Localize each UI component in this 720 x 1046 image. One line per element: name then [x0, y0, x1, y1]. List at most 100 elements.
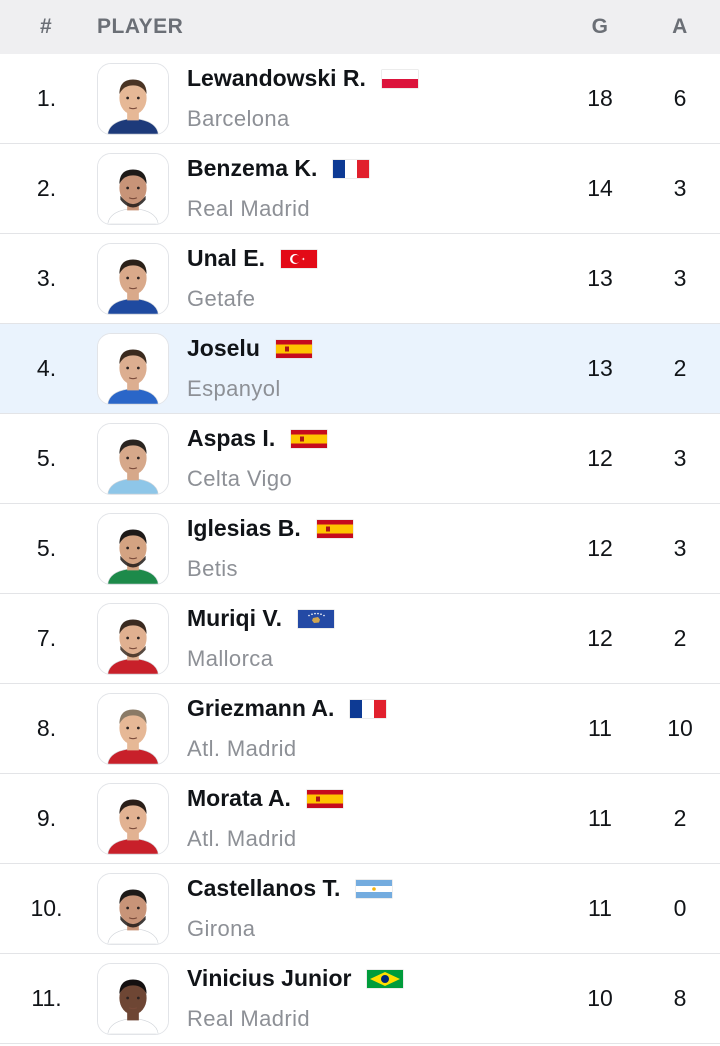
player-name[interactable]: Joselu — [187, 335, 260, 361]
player-row[interactable]: 3. Unal E. Getafe 13 3 — [0, 234, 720, 324]
spain-flag-icon — [306, 789, 343, 808]
assists-cell: 3 — [673, 445, 687, 471]
player-row[interactable]: 4. Joselu Espanyol 13 2 — [0, 324, 720, 414]
player-name[interactable]: Morata A. — [187, 785, 291, 811]
rank-cell: 10. — [30, 895, 63, 921]
player-name[interactable]: Griezmann A. — [187, 695, 335, 721]
assists-cell: 3 — [673, 265, 687, 291]
assists-cell: 2 — [673, 625, 687, 651]
player-avatar — [97, 782, 169, 855]
rank-cell: 5. — [36, 535, 57, 561]
goals-cell: 12 — [587, 445, 613, 471]
player-name[interactable]: Iglesias B. — [187, 515, 301, 541]
rank-cell: 5. — [36, 445, 57, 471]
player-info: Lewandowski R. Barcelona — [187, 59, 560, 139]
rank-cell: 7. — [36, 625, 57, 651]
player-row[interactable]: 5. Iglesias B. Betis 12 3 — [0, 504, 720, 594]
player-avatar — [97, 152, 169, 225]
player-name[interactable]: Aspas I. — [187, 425, 276, 451]
goals-cell: 14 — [587, 175, 613, 201]
team-name: Atl. Madrid — [187, 735, 297, 761]
player-avatar — [97, 512, 169, 585]
player-avatar — [97, 872, 169, 945]
brazil-flag-icon — [367, 969, 404, 988]
rank-cell: 11. — [31, 985, 62, 1011]
goals-cell: 11 — [588, 805, 612, 831]
spain-flag-icon — [291, 429, 328, 448]
team-name: Real Madrid — [187, 1005, 311, 1031]
team-name: Atl. Madrid — [187, 825, 297, 851]
goals-cell: 18 — [587, 85, 613, 111]
team-name: Barcelona — [187, 105, 290, 131]
assists-column-header[interactable]: A — [672, 15, 688, 38]
team-name: Espanyol — [187, 375, 281, 401]
goals-cell: 11 — [588, 895, 612, 921]
assists-cell: 8 — [673, 985, 687, 1011]
assists-cell: 10 — [667, 715, 693, 741]
goals-cell: 12 — [587, 535, 613, 561]
player-info: Vinicius Junior Real Madrid — [187, 959, 560, 1039]
player-row[interactable]: 1. Lewandowski R. Barcelona 18 6 — [0, 54, 720, 144]
turkey-flag-icon — [280, 249, 317, 268]
player-name[interactable]: Lewandowski R. — [187, 65, 366, 91]
kosovo-flag-icon — [298, 609, 334, 628]
player-row[interactable]: 7. Muriqi V. Mallorca 12 2 — [0, 594, 720, 684]
rank-cell: 8. — [36, 715, 57, 741]
player-name[interactable]: Muriqi V. — [187, 605, 282, 631]
player-name[interactable]: Benzema K. — [187, 155, 318, 181]
player-avatar — [97, 332, 169, 405]
player-row[interactable]: 5. Aspas I. Celta Vigo 12 3 — [0, 414, 720, 504]
team-name: Mallorca — [187, 645, 274, 671]
player-column-header[interactable]: PLAYER — [97, 15, 184, 38]
player-info: Iglesias B. Betis — [187, 509, 560, 589]
assists-cell: 2 — [673, 355, 687, 381]
spain-flag-icon — [316, 519, 353, 538]
team-name: Getafe — [187, 285, 256, 311]
player-avatar — [97, 962, 169, 1035]
player-row[interactable]: 8. Griezmann A. Atl. Madrid 11 10 — [0, 684, 720, 774]
table-body: 1. Lewandowski R. Barcelona 18 6 2. — [0, 54, 720, 1044]
table-header: # PLAYER G A — [0, 0, 720, 54]
assists-cell: 3 — [673, 535, 687, 561]
team-name: Real Madrid — [187, 195, 311, 221]
france-flag-icon — [333, 159, 370, 178]
rank-column-header[interactable]: # — [40, 15, 53, 38]
player-info: Benzema K. Real Madrid — [187, 149, 560, 229]
goals-cell: 11 — [588, 715, 612, 741]
player-name[interactable]: Vinicius Junior — [187, 965, 352, 991]
team-name: Girona — [187, 915, 256, 941]
goals-cell: 13 — [587, 355, 613, 381]
player-row[interactable]: 2. Benzema K. Real Madrid 14 3 — [0, 144, 720, 234]
france-flag-icon — [350, 699, 387, 718]
goals-cell: 10 — [587, 985, 613, 1011]
player-name[interactable]: Castellanos T. — [187, 875, 341, 901]
rank-cell: 1. — [36, 85, 57, 111]
rank-cell: 9. — [36, 805, 57, 831]
rank-cell: 4. — [36, 355, 57, 381]
assists-cell: 3 — [673, 175, 687, 201]
player-info: Morata A. Atl. Madrid — [187, 779, 560, 859]
player-row[interactable]: 9. Morata A. Atl. Madrid 11 2 — [0, 774, 720, 864]
player-row[interactable]: 10. Castellanos T. Girona 11 0 — [0, 864, 720, 954]
player-avatar — [97, 602, 169, 675]
spain-flag-icon — [275, 339, 312, 358]
goals-cell: 13 — [587, 265, 613, 291]
player-avatar — [97, 242, 169, 315]
player-info: Aspas I. Celta Vigo — [187, 419, 560, 499]
player-info: Castellanos T. Girona — [187, 869, 560, 949]
rank-cell: 3. — [36, 265, 57, 291]
player-avatar — [97, 62, 169, 135]
rank-cell: 2. — [36, 175, 57, 201]
player-name[interactable]: Unal E. — [187, 245, 265, 271]
player-info: Muriqi V. Mallorca — [187, 599, 560, 679]
goals-cell: 12 — [587, 625, 613, 651]
assists-cell: 2 — [673, 805, 687, 831]
team-name: Celta Vigo — [187, 465, 293, 491]
player-row[interactable]: 11. Vinicius Junior Real Madrid 10 8 — [0, 954, 720, 1044]
assists-cell: 6 — [673, 85, 687, 111]
poland-flag-icon — [381, 69, 418, 88]
goals-column-header[interactable]: G — [591, 15, 609, 38]
assists-cell: 0 — [673, 895, 687, 921]
player-avatar — [97, 422, 169, 495]
